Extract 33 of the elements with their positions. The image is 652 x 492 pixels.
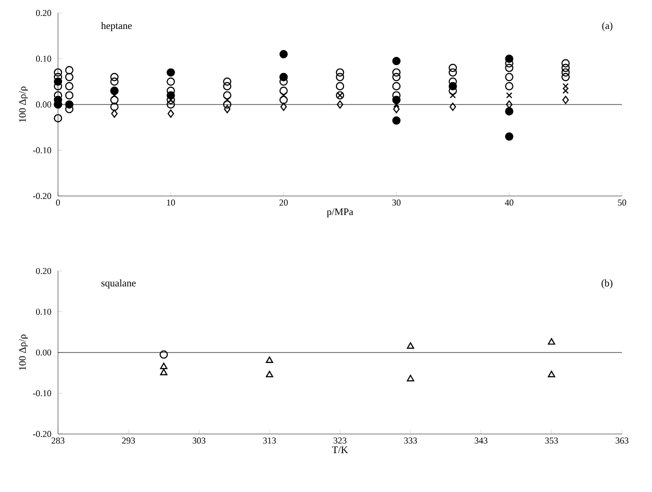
y-tick-label: 0.00 (36, 349, 52, 356)
x-tick-label: 30 (392, 200, 401, 206)
x-tick-label: 20 (279, 200, 288, 206)
y-tick-label: 0.20 (36, 10, 52, 16)
y-tick-label: 0.00 (36, 101, 52, 108)
x-tick-label: 353 (545, 438, 558, 444)
text: heptane (101, 22, 132, 32)
x-tick-label: 303 (192, 438, 206, 444)
annotation: (a) (602, 22, 612, 32)
x-tick-label: 363 (616, 438, 628, 444)
x-tick-label: 0 (56, 200, 60, 206)
x-axis-title: p/MPa (326, 208, 354, 218)
y-axis-title: 100 Δρ/ρ (19, 86, 28, 122)
x-tick-label: 333 (404, 438, 417, 444)
x-tick-label: 283 (52, 438, 64, 444)
x-axis-title: T/K (332, 446, 348, 454)
x-tick-label: 50 (618, 200, 626, 206)
x-tick-label: 323 (334, 438, 346, 444)
x-tick-label: 293 (122, 438, 135, 444)
y-tick-label: 0.10 (36, 56, 52, 62)
y-tick-label: 0.20 (36, 268, 52, 274)
y-tick-label: 0.10 (36, 308, 52, 315)
annotation: (b) (602, 279, 612, 288)
x-tick-label: 10 (167, 200, 175, 206)
y-tick-label: -0.20 (33, 430, 52, 438)
x-tick-label: 40 (504, 200, 514, 206)
x-tick-label: 343 (474, 438, 488, 444)
y-tick-label: -0.20 (33, 192, 52, 200)
x-tick-label: 313 (263, 438, 276, 444)
y-tick-label: -0.10 (33, 147, 52, 154)
text: squalane (101, 279, 136, 288)
y-axis-title: 100 Δρ/ρ (19, 334, 28, 370)
y-tick-label: -0.10 (33, 390, 52, 396)
